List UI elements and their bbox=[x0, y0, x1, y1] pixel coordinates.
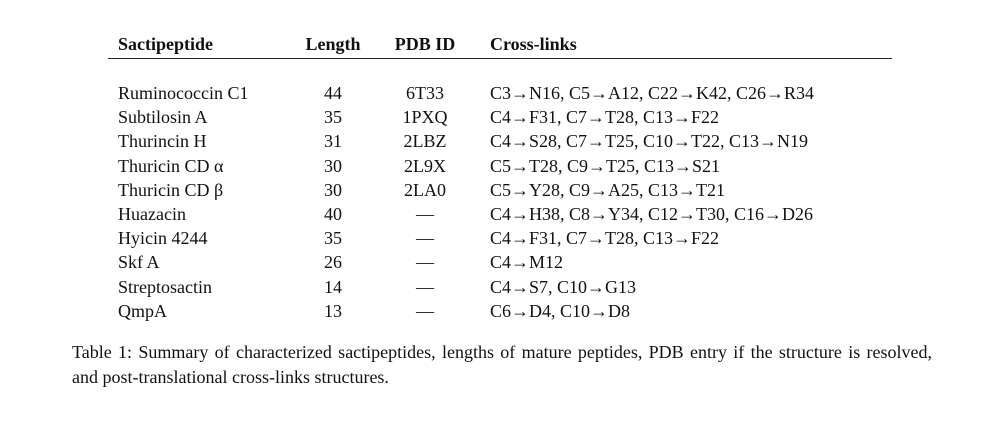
table-cell: — bbox=[416, 300, 434, 321]
table-cell: C4→F31, C7→T28, C13→F22 bbox=[490, 228, 720, 249]
table-cell: — bbox=[416, 252, 434, 273]
header-rule bbox=[108, 58, 892, 59]
table-cell: 44 bbox=[324, 83, 342, 103]
table-cell: — bbox=[416, 204, 434, 224]
table-cell: 1PXQ bbox=[402, 107, 448, 128]
column-header: Sactipeptide bbox=[118, 34, 214, 54]
table-cell: Thuricin CD α bbox=[118, 155, 224, 176]
table-cell: 40 bbox=[324, 204, 342, 224]
table-cell: C4→H38, C8→Y34, C12→T30, C16→D26 bbox=[490, 204, 814, 224]
table-cell: C4→S7, C10→G13 bbox=[490, 276, 637, 297]
table-cell: 13 bbox=[324, 300, 342, 321]
table-cell: Ruminococcin C1 bbox=[118, 83, 249, 103]
table-cell: — bbox=[416, 228, 434, 249]
table-cell: C4→F31, C7→T28, C13→F22 bbox=[490, 107, 720, 128]
table-cell: C6→D4, C10→D8 bbox=[490, 300, 631, 321]
column-header: PDB ID bbox=[394, 34, 456, 54]
table-cell: 35 bbox=[324, 228, 342, 249]
table-cell: — bbox=[416, 276, 434, 297]
table-cell: C4→M12 bbox=[490, 252, 564, 273]
table-cell: Huazacin bbox=[118, 204, 186, 224]
column-header: Cross-links bbox=[490, 34, 577, 54]
table-cell: Thurincin H bbox=[118, 131, 207, 152]
table-cell: Subtilosin A bbox=[118, 107, 208, 128]
table-cell: 31 bbox=[324, 131, 342, 152]
table-cell: C5→Y28, C9→A25, C13→T21 bbox=[490, 179, 726, 200]
table-cell: C3→N16, C5→A12, C22→K42, C26→R34 bbox=[490, 83, 815, 103]
table-cell: 30 bbox=[324, 155, 342, 176]
table-cell: Thuricin CD β bbox=[118, 179, 224, 200]
table-cell: C5→T28, C9→T25, C13→S21 bbox=[490, 155, 721, 176]
table-cell: 26 bbox=[324, 252, 342, 273]
table-cell: 2L9X bbox=[404, 155, 446, 176]
table-cell: Skf A bbox=[118, 252, 160, 273]
table-cell: Hyicin 4244 bbox=[118, 228, 208, 249]
table-cell: 35 bbox=[324, 107, 342, 128]
table-caption: Table 1: Summary of characterized sactip… bbox=[72, 342, 932, 387]
table-cell: 6T33 bbox=[406, 83, 444, 103]
table-cell: 30 bbox=[324, 179, 342, 200]
table-cell: QmpA bbox=[118, 300, 167, 321]
table-cell: 2LBZ bbox=[403, 131, 447, 152]
table-cell: C4→S28, C7→T25, C10→T22, C13→N19 bbox=[490, 131, 809, 152]
table-cell: 14 bbox=[324, 276, 342, 297]
table-cell: Streptosactin bbox=[118, 276, 212, 297]
table-cell: 2LA0 bbox=[404, 179, 446, 200]
column-header: Length bbox=[305, 34, 361, 54]
